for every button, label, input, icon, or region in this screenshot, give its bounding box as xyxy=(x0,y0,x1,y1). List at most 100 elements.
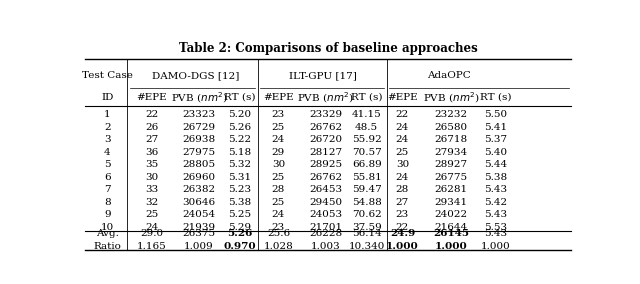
Text: 28927: 28927 xyxy=(435,160,468,169)
Text: 59.47: 59.47 xyxy=(352,185,381,194)
Text: 5.18: 5.18 xyxy=(228,148,252,157)
Text: 8: 8 xyxy=(104,198,111,207)
Text: 21701: 21701 xyxy=(309,223,342,232)
Text: 6: 6 xyxy=(104,173,111,182)
Text: 26720: 26720 xyxy=(309,135,342,145)
Text: 41.15: 41.15 xyxy=(352,110,381,120)
Text: 5.31: 5.31 xyxy=(228,173,252,182)
Text: 26281: 26281 xyxy=(435,185,468,194)
Text: 21939: 21939 xyxy=(182,223,216,232)
Text: 5.23: 5.23 xyxy=(228,185,252,194)
Text: 23: 23 xyxy=(272,223,285,232)
Text: 1.000: 1.000 xyxy=(481,242,511,250)
Text: 30: 30 xyxy=(396,160,409,169)
Text: AdaOPC: AdaOPC xyxy=(427,71,471,80)
Text: 26228: 26228 xyxy=(309,229,342,238)
Text: 5.38: 5.38 xyxy=(484,173,508,182)
Text: 55.81: 55.81 xyxy=(352,173,381,182)
Text: RT (s): RT (s) xyxy=(224,93,255,102)
Text: 1.003: 1.003 xyxy=(310,242,340,250)
Text: 25: 25 xyxy=(272,123,285,132)
Text: 5.40: 5.40 xyxy=(484,148,508,157)
Text: 23323: 23323 xyxy=(182,110,216,120)
Text: 24: 24 xyxy=(396,123,409,132)
Text: 25: 25 xyxy=(272,173,285,182)
Text: 26580: 26580 xyxy=(435,123,468,132)
Text: 29341: 29341 xyxy=(435,198,468,207)
Text: 35: 35 xyxy=(145,160,159,169)
Text: DAMO-DGS [12]: DAMO-DGS [12] xyxy=(152,71,239,80)
Text: 2: 2 xyxy=(104,123,111,132)
Text: 66.89: 66.89 xyxy=(352,160,381,169)
Text: 24: 24 xyxy=(396,135,409,145)
Text: PVB ($nm^2$): PVB ($nm^2$) xyxy=(297,90,354,105)
Text: 28127: 28127 xyxy=(309,148,342,157)
Text: 24: 24 xyxy=(396,173,409,182)
Text: 5.20: 5.20 xyxy=(228,110,252,120)
Text: 5.43: 5.43 xyxy=(484,185,508,194)
Text: 26718: 26718 xyxy=(435,135,468,145)
Text: 5.43: 5.43 xyxy=(484,210,508,219)
Text: 26960: 26960 xyxy=(182,173,216,182)
Text: #EPE: #EPE xyxy=(387,93,418,102)
Text: 5.22: 5.22 xyxy=(228,135,252,145)
Text: 33: 33 xyxy=(145,185,159,194)
Text: 5.38: 5.38 xyxy=(228,198,252,207)
Text: 5.44: 5.44 xyxy=(484,160,508,169)
Text: 30: 30 xyxy=(145,173,159,182)
Text: RT (s): RT (s) xyxy=(351,93,383,102)
Text: 1: 1 xyxy=(104,110,111,120)
Text: 22: 22 xyxy=(145,110,159,120)
Text: Table 2: Comparisons of baseline approaches: Table 2: Comparisons of baseline approac… xyxy=(179,42,477,55)
Text: 4: 4 xyxy=(104,148,111,157)
Text: 26762: 26762 xyxy=(309,123,342,132)
Text: 48.5: 48.5 xyxy=(355,123,378,132)
Text: 5.42: 5.42 xyxy=(484,198,508,207)
Text: 28925: 28925 xyxy=(309,160,342,169)
Text: 27975: 27975 xyxy=(182,148,216,157)
Text: 7: 7 xyxy=(104,185,111,194)
Text: 36: 36 xyxy=(145,148,159,157)
Text: Avg.: Avg. xyxy=(96,229,118,238)
Text: PVB ($nm^2$): PVB ($nm^2$) xyxy=(422,90,479,105)
Text: 26145: 26145 xyxy=(433,229,469,238)
Text: 5.25: 5.25 xyxy=(228,210,252,219)
Text: 5.41: 5.41 xyxy=(484,123,508,132)
Text: 24: 24 xyxy=(145,223,159,232)
Text: 1.028: 1.028 xyxy=(264,242,293,250)
Text: 26382: 26382 xyxy=(182,185,216,194)
Text: 30: 30 xyxy=(272,160,285,169)
Text: 23: 23 xyxy=(396,210,409,219)
Text: 55.92: 55.92 xyxy=(352,135,381,145)
Text: 26453: 26453 xyxy=(309,185,342,194)
Text: #EPE: #EPE xyxy=(136,93,167,102)
Text: 23232: 23232 xyxy=(435,110,468,120)
Text: 5.29: 5.29 xyxy=(228,223,252,232)
Text: 10: 10 xyxy=(100,223,114,232)
Text: 27: 27 xyxy=(396,198,409,207)
Text: 1.165: 1.165 xyxy=(137,242,167,250)
Text: 28: 28 xyxy=(396,185,409,194)
Text: 21644: 21644 xyxy=(435,223,468,232)
Text: 1.000: 1.000 xyxy=(435,242,467,250)
Text: 23: 23 xyxy=(272,110,285,120)
Text: 5.53: 5.53 xyxy=(484,223,508,232)
Text: 28: 28 xyxy=(272,185,285,194)
Text: 24.9: 24.9 xyxy=(390,229,415,238)
Text: 25: 25 xyxy=(396,148,409,157)
Text: 5.50: 5.50 xyxy=(484,110,508,120)
Text: #EPE: #EPE xyxy=(263,93,294,102)
Text: 25: 25 xyxy=(272,198,285,207)
Text: 10.340: 10.340 xyxy=(349,242,385,250)
Text: 5.32: 5.32 xyxy=(228,160,252,169)
Text: 30646: 30646 xyxy=(182,198,216,207)
Text: Test Case: Test Case xyxy=(82,71,132,80)
Text: 0.970: 0.970 xyxy=(223,242,256,250)
Text: 27934: 27934 xyxy=(435,148,468,157)
Text: 26938: 26938 xyxy=(182,135,216,145)
Text: 26775: 26775 xyxy=(435,173,468,182)
Text: PVB ($nm^2$): PVB ($nm^2$) xyxy=(171,90,227,105)
Text: 26375: 26375 xyxy=(182,229,216,238)
Text: 24022: 24022 xyxy=(435,210,468,219)
Text: 54.88: 54.88 xyxy=(352,198,381,207)
